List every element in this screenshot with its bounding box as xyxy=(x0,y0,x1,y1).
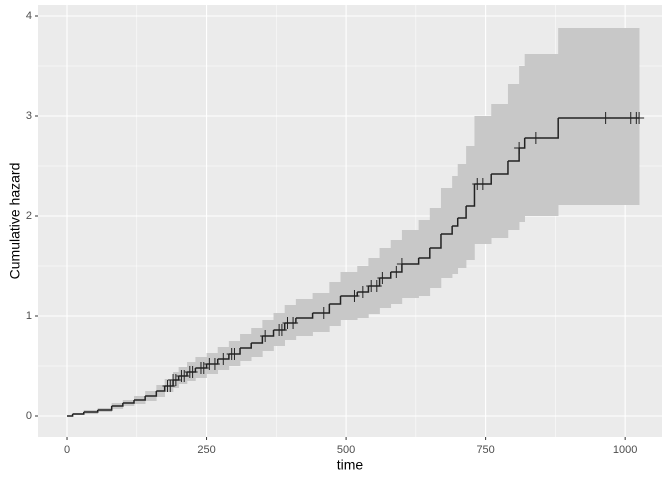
confidence-band xyxy=(440,188,453,278)
censor-mark xyxy=(165,380,176,392)
censor-mark xyxy=(209,358,220,370)
censor-mark xyxy=(371,280,382,292)
hazard-step xyxy=(312,304,331,314)
censor-mark xyxy=(477,178,488,190)
censor-mark xyxy=(229,348,240,360)
censor-mark xyxy=(391,266,402,278)
censor-mark xyxy=(179,370,190,382)
confidence-band xyxy=(524,54,559,216)
hazard-step xyxy=(491,161,509,175)
confidence-band xyxy=(457,164,467,268)
confidence-band xyxy=(558,28,640,205)
hazard-step xyxy=(134,396,146,401)
confidence-band xyxy=(519,66,525,222)
y-tick-label: 1 xyxy=(26,310,32,322)
hazard-step xyxy=(329,296,342,305)
hazard-step xyxy=(452,218,459,227)
hazard-step xyxy=(122,400,135,404)
hazard-step xyxy=(466,184,476,207)
censor-mark xyxy=(377,272,388,284)
x-tick-label: 1000 xyxy=(613,444,637,456)
censor-mark xyxy=(530,132,541,144)
y-tick-label: 4 xyxy=(26,10,32,22)
hazard-step xyxy=(72,412,85,415)
hazard-step xyxy=(111,403,124,407)
censor-mark xyxy=(170,374,181,386)
censor-mark xyxy=(187,366,198,378)
hazard-step xyxy=(295,313,314,319)
confidence-band xyxy=(491,104,509,238)
censor-mark xyxy=(276,324,287,336)
x-tick-label: 0 xyxy=(64,444,70,456)
x-axis-title: time xyxy=(337,457,364,473)
x-tick-label: 250 xyxy=(197,444,215,456)
hazard-step xyxy=(429,234,442,249)
hazard-step xyxy=(457,206,467,219)
hazard-step xyxy=(145,391,158,397)
confidence-band xyxy=(452,176,459,274)
y-tick-label: 2 xyxy=(26,210,32,222)
censor-mark xyxy=(634,112,645,124)
hazard-step xyxy=(251,336,264,344)
y-axis-title: Cumulative hazard xyxy=(7,163,23,280)
censor-mark xyxy=(396,258,407,270)
censor-mark xyxy=(218,353,229,365)
x-tick-label: 750 xyxy=(476,444,494,456)
censor-mark xyxy=(600,112,611,124)
hazard-step xyxy=(83,410,99,413)
confidence-band xyxy=(466,146,475,260)
hazard-step xyxy=(418,248,431,259)
censor-mark xyxy=(514,142,525,154)
censor-mark xyxy=(198,362,209,374)
censor-mark xyxy=(260,330,271,342)
hazard-step xyxy=(240,343,252,349)
censor-mark xyxy=(349,290,360,302)
hazard-step xyxy=(156,386,166,392)
censor-mark xyxy=(318,307,329,319)
hazard-step xyxy=(440,226,453,235)
y-tick-label: 0 xyxy=(26,410,32,422)
x-tick-label: 500 xyxy=(337,444,355,456)
hazard-step xyxy=(97,406,113,411)
y-tick-label: 3 xyxy=(26,110,32,122)
confidence-band xyxy=(507,84,520,230)
censor-mark xyxy=(357,286,368,298)
hazard-step xyxy=(401,258,420,265)
censor-mark xyxy=(288,317,299,329)
